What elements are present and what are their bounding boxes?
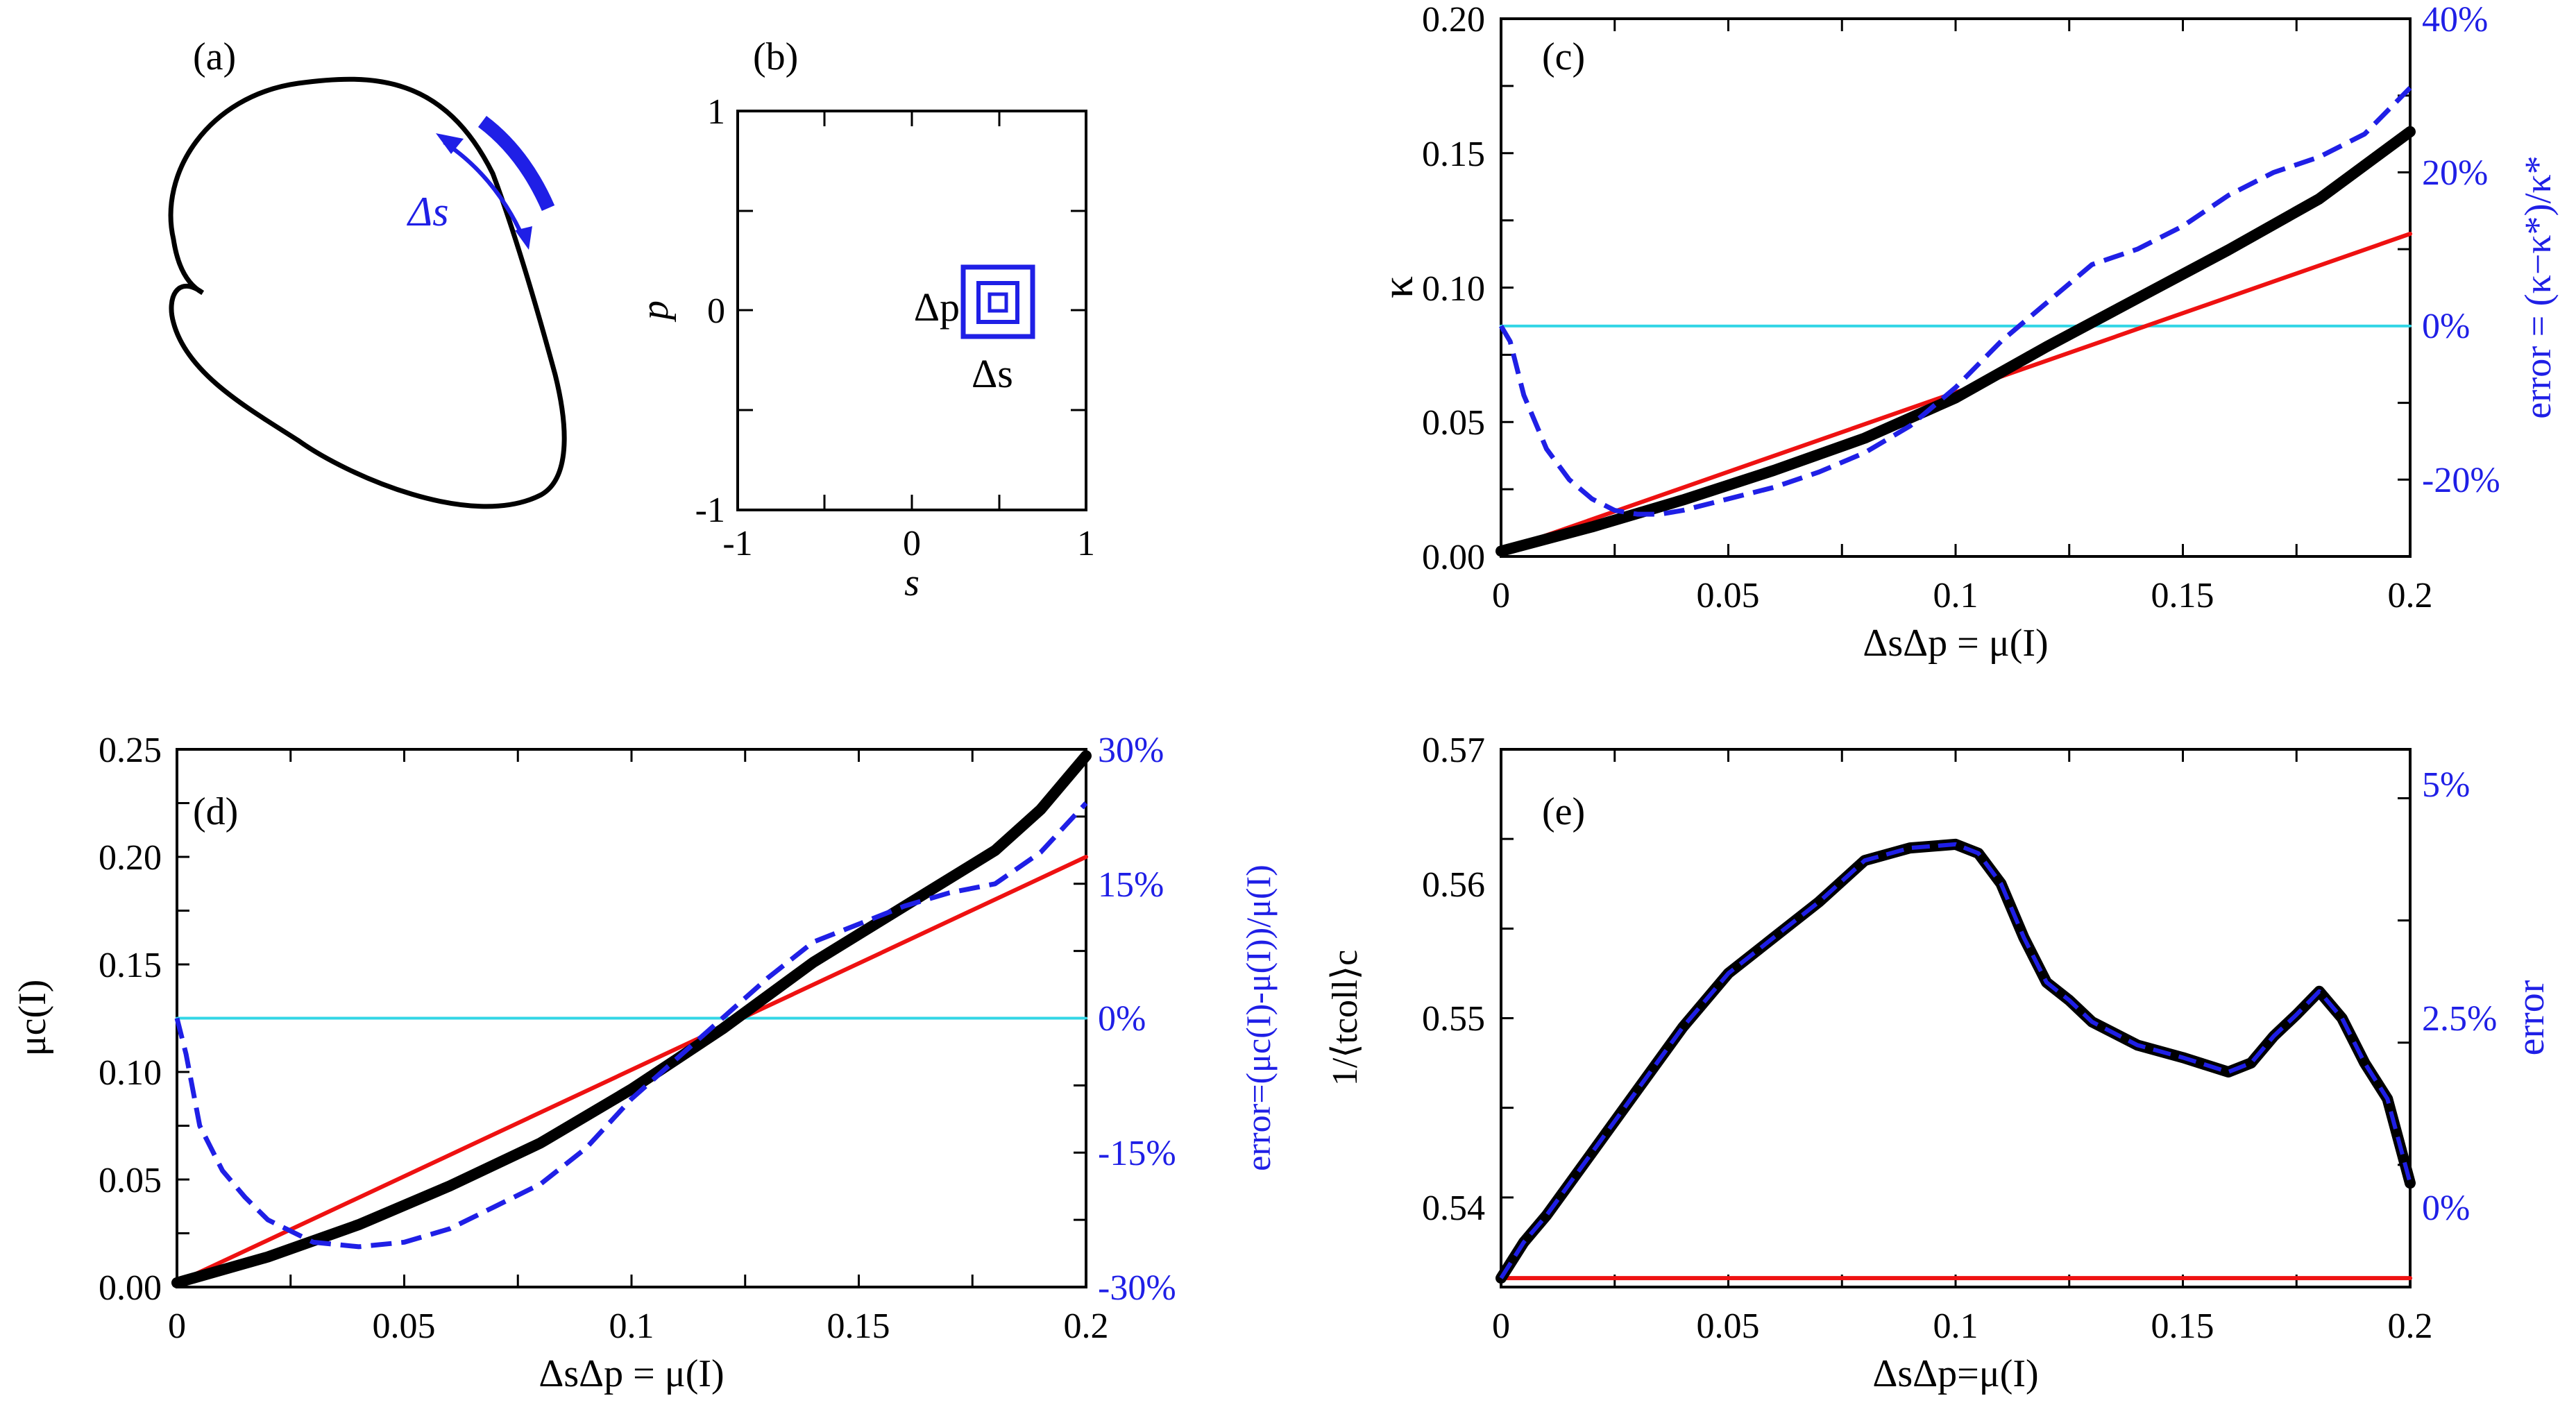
y-tick-1: 1	[707, 92, 725, 132]
y-tick-2: 0.56	[1422, 865, 1485, 905]
x-tick-4: 0.2	[2388, 1306, 2433, 1346]
y-tick-3: 0.15	[99, 946, 162, 985]
panel-e-frame	[1500, 748, 2412, 1288]
y2-tick-3: 40%	[2422, 0, 2488, 40]
x-tick-4: 0.2	[1064, 1306, 1109, 1346]
panel-e: (e) 0.54 0.55 0.56 0.57 0% 2.5% 5% 0 0.0…	[1325, 731, 2552, 1395]
y-tick-3: 0.57	[1422, 731, 1485, 770]
delta-s-arrow	[443, 140, 526, 241]
panel-d-curves	[171, 750, 1092, 1288]
x-tick-0: 0	[168, 1306, 186, 1346]
y-tick-1: 0.05	[1422, 403, 1485, 443]
y-tick-4: 0.20	[1422, 0, 1485, 40]
delta-s-segment	[477, 116, 555, 212]
error-curve	[1498, 86, 2412, 517]
x-tick-3: 0.15	[827, 1306, 890, 1346]
delta-p-label: Δp	[914, 284, 960, 330]
cell-inner	[988, 292, 1008, 313]
y-tick-0: 0.00	[1422, 538, 1485, 577]
y2-axis-label: error=(μc(I)-μ(I))/μ(I)	[1239, 865, 1278, 1171]
cardioid-boundary	[168, 76, 567, 509]
panel-d-label: (d)	[193, 790, 238, 833]
y2-tick-0: 0%	[2422, 1189, 2470, 1228]
y-tick-4: 0.20	[99, 838, 162, 878]
x-tick-4: 0.2	[2388, 576, 2433, 615]
mu-line	[175, 855, 1088, 1285]
panel-a: (a) Δs	[168, 35, 567, 509]
y-tick-1: 0.55	[1422, 999, 1485, 1039]
y-axis-label: 1/⟨tcoll⟩c	[1325, 950, 1365, 1087]
y-tick-2: 0.10	[99, 1053, 162, 1093]
y-tick-2: 0.10	[1422, 269, 1485, 309]
panel-a-label: (a)	[193, 35, 236, 78]
y-tick-3: 0.15	[1422, 135, 1485, 174]
x-axis-label: ΔsΔp = μ(I)	[539, 1352, 724, 1395]
delta-s-label: Δs	[972, 351, 1013, 396]
y2-tick-0: -30%	[1098, 1268, 1176, 1308]
x-tick-1: 0.05	[1697, 1306, 1760, 1346]
x-tick-2: 0.1	[1933, 1306, 1978, 1346]
y2-tick-0: -20%	[2422, 461, 2500, 500]
y-tick-5: 0.25	[99, 731, 162, 770]
panel-b-label: (b)	[753, 35, 798, 78]
panel-b-ticks	[736, 110, 1087, 511]
kappa-curve	[1495, 126, 2416, 557]
y2-axis-label: error = (κ−κ*)/κ*	[2517, 155, 2559, 418]
y2-tick-2: 5%	[2422, 765, 2470, 805]
arrow-head-top	[436, 133, 464, 154]
x-tick-0: 0	[1492, 576, 1510, 615]
y2-tick-2: 20%	[2422, 153, 2488, 193]
panel-e-ticks	[1500, 748, 2412, 1288]
x-axis-label: ΔsΔp=μ(I)	[1872, 1352, 2038, 1395]
panel-c: (c) 0.00 0.05 0.10 0.15 0.20 -20% 0% 20%…	[1373, 0, 2559, 665]
panel-c-ticks	[1500, 17, 2412, 558]
y2-tick-2: 0%	[1098, 999, 1146, 1039]
y-axis-label: μc(I)	[11, 980, 54, 1057]
y-tick-0: 0.00	[99, 1268, 162, 1308]
y-axis-label: p	[634, 300, 677, 323]
x-tick-1: 1	[1077, 524, 1095, 563]
y2-tick-1: 0%	[2422, 307, 2470, 346]
y2-tick-1: -15%	[1098, 1134, 1176, 1173]
x-tick-0: 0	[1492, 1306, 1510, 1346]
y2-tick-3: 15%	[1098, 865, 1164, 905]
panel-e-curves	[1495, 838, 2416, 1284]
y-tick-0: 0	[707, 291, 725, 331]
delta-s-label: Δs	[407, 189, 449, 235]
x-tick-1: 0.05	[1697, 576, 1760, 615]
panel-e-label: (e)	[1542, 790, 1585, 833]
arrow-head-bottom	[515, 226, 532, 250]
cell-middle	[976, 281, 1019, 324]
panel-b: (b) -1 0 1 1 0 -1 s p Δp Δs	[634, 35, 1095, 604]
inv_tcoll-curve	[1495, 838, 2416, 1284]
x-tick-1: 0.05	[373, 1306, 436, 1346]
y-axis-label: κ	[1373, 276, 1422, 298]
y2-tick-4: 30%	[1098, 731, 1164, 770]
x-axis-label: s	[904, 561, 920, 604]
y-tick-0: 0.54	[1422, 1189, 1485, 1228]
panel-c-curves	[1495, 86, 2416, 557]
panel-c-frame	[1500, 17, 2412, 558]
x-axis-label: ΔsΔp = μ(I)	[1863, 622, 2048, 665]
y2-tick-1: 2.5%	[2422, 999, 2497, 1039]
y-tick-neg1: -1	[695, 491, 725, 530]
panel-c-label: (c)	[1542, 35, 1585, 78]
cell-outer	[960, 264, 1035, 339]
x-tick-2: 0.1	[1933, 576, 1978, 615]
x-tick-3: 0.15	[2151, 1306, 2214, 1346]
x-tick-0: 0	[903, 524, 921, 563]
x-tick-3: 0.15	[2151, 576, 2214, 615]
inv_tcoll-error-overlay	[1499, 842, 2412, 1279]
x-tick-neg1: -1	[722, 524, 752, 563]
error-curve	[174, 801, 1088, 1250]
y-tick-1: 0.05	[99, 1161, 162, 1200]
y2-axis-label: error	[2509, 980, 2552, 1055]
x-tick-2: 0.1	[609, 1306, 654, 1346]
panel-d: (d) 0.00 0.05 0.10 0.15 0.20 0.25 -30% -…	[11, 731, 1278, 1395]
